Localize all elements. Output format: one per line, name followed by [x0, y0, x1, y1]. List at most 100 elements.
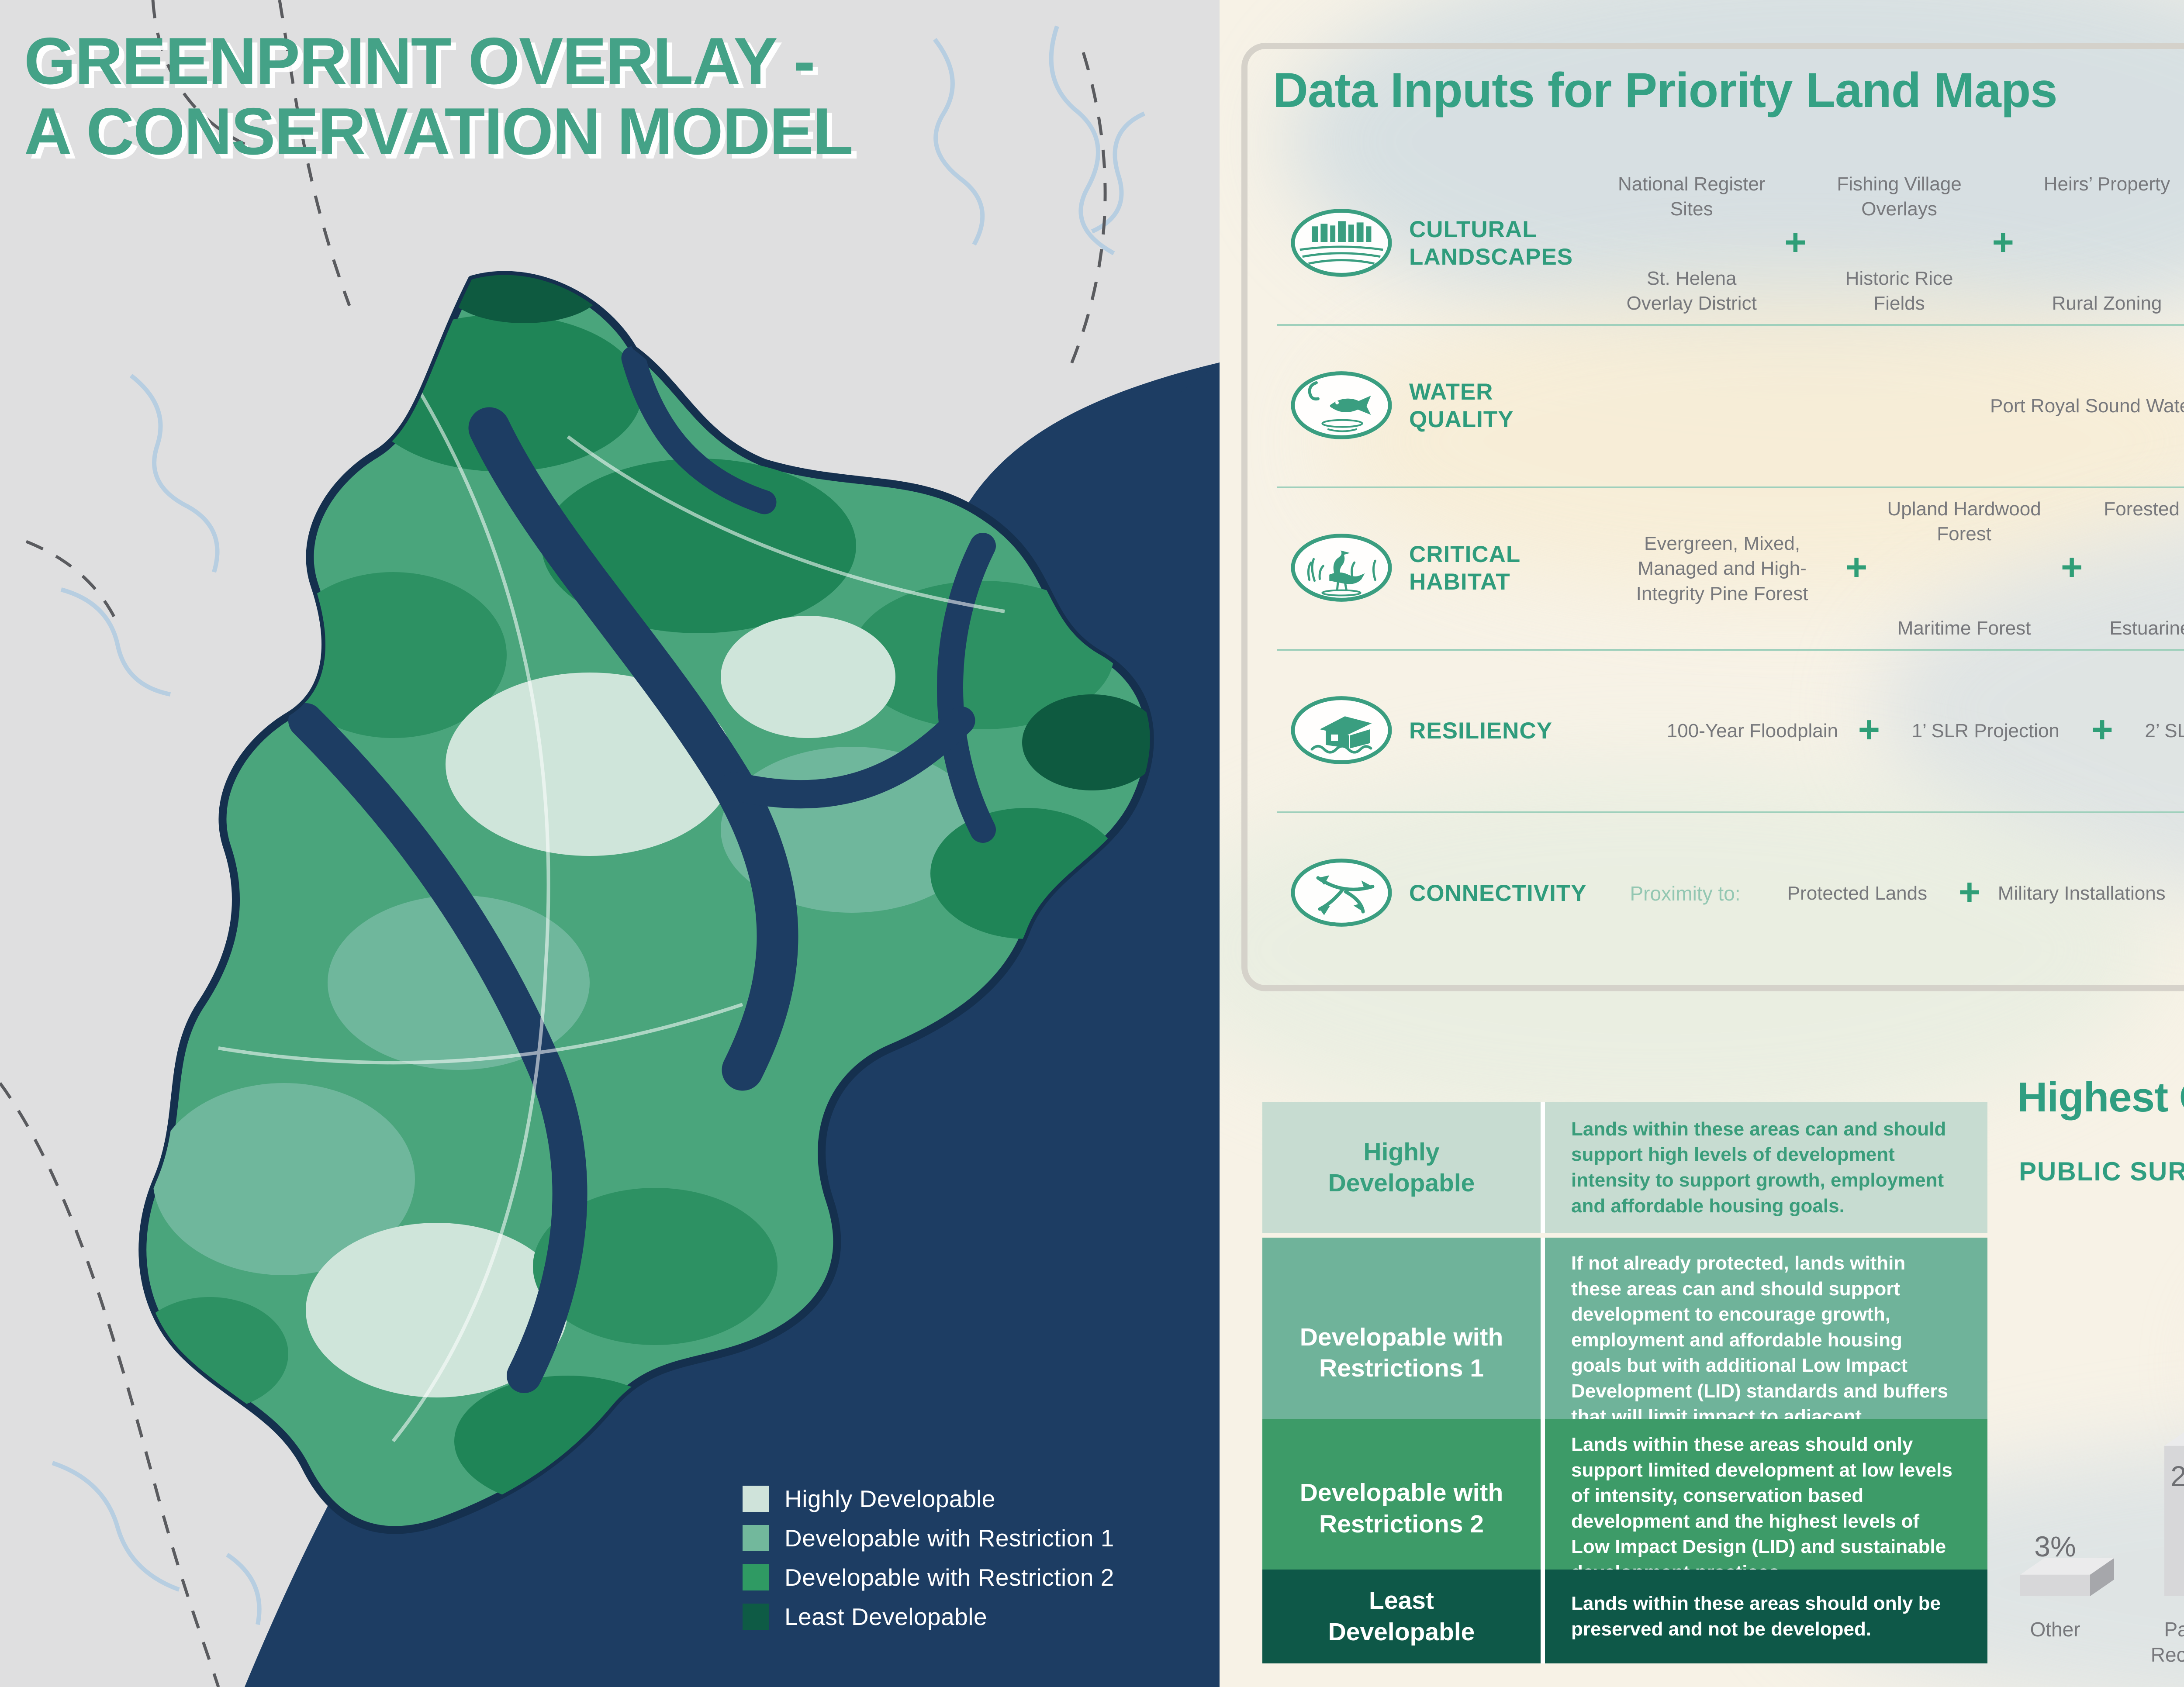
critical-habitat-items: Evergreen, Mixed, Managed and High-Integ… [1607, 497, 2184, 641]
data-input-row-critical-habitat: CRITICAL HABITAT Evergreen, Mixed, Managed… [1264, 488, 2184, 649]
survey-bar-chart: 3%Other21%PassiveRecreation32%CulturalLa… [2020, 1432, 2184, 1666]
input-item-text: Fishing Village Overlays [1837, 173, 1962, 220]
column-divider [1541, 1238, 1545, 1469]
plus-icon: + [1992, 221, 2014, 263]
input-item-text: 2’ SLR Projection [2145, 720, 2184, 742]
input-item: 100-Year Floodplain [1655, 718, 1850, 743]
map-legend: Highly Developable Developable with Restr… [743, 1485, 1114, 1631]
input-item-text: Evergreen, Mixed, Managed and High-Integ… [1636, 533, 1808, 604]
resiliency-icon [1289, 695, 1397, 768]
row-separator [1277, 324, 2184, 326]
input-item: Forested Wetland Estuarine Marsh [2091, 497, 2184, 641]
input-item-text: 100-Year Floodplain [1666, 720, 1838, 742]
table-row: Least Developable Lands within these area… [1262, 1570, 1987, 1663]
input-item-text: Maritime Forest [1897, 617, 2031, 639]
bar-category-label: Other [2030, 1618, 2080, 1641]
cultural-landscapes-items: National Register Sites St. Helena Overla… [1607, 172, 2184, 316]
bar-other: 3% Other [2020, 1530, 2114, 1641]
legend-label: Least Developable [784, 1603, 988, 1630]
bar-value-label: 21% [2170, 1460, 2184, 1492]
chart-title: Highest Conservation Priorities [2017, 1074, 2184, 1121]
developability-table: Highly Developable Lands within these are… [1262, 1102, 1987, 1663]
category-description: Lands within these areas should only sup… [1545, 1419, 1987, 1599]
bar-category-line: Passive [2164, 1618, 2184, 1641]
input-item: Evergreen, Mixed, Managed and High-Integ… [1607, 497, 1838, 641]
category-description: Lands within these areas can and should … [1545, 1102, 1987, 1233]
data-inputs-title: Data Inputs for Priority Land Maps [1273, 63, 2058, 117]
input-item-text: Military Installations [1997, 883, 2166, 904]
table-row: Highly Developable Lands within these are… [1262, 1102, 1987, 1233]
poster-title: GREENPRINT OVERLAY -A CONSERVATION MODEL [24, 24, 854, 169]
plus-icon: + [1845, 546, 1868, 588]
input-item-text: Protected Lands [1787, 883, 1928, 904]
data-inputs-rows: CULTURAL LANDSCAPES National Register Site… [1264, 163, 2184, 974]
input-item-text: Heirs’ Property [2043, 173, 2170, 195]
map-panel: GREENPRINT OVERLAY -A CONSERVATION MODEL… [0, 0, 1220, 1687]
input-item: Military Installations [1988, 881, 2175, 906]
critical-habitat-label: CRITICAL HABITAT [1409, 542, 1521, 595]
bar-value-label: 3% [2034, 1530, 2076, 1563]
column-divider [1541, 1570, 1545, 1663]
proximity-prefix: Proximity to: [1630, 882, 1741, 905]
input-item-text: Forested Wetland [2104, 498, 2184, 520]
input-item-text: Rural Zoning [2052, 292, 2162, 314]
data-input-row-cultural-landscapes: CULTURAL LANDSCAPES National Register Site… [1264, 163, 2184, 324]
input-item: 2’ SLR Projection [2121, 718, 2184, 743]
input-item-text: Historic Rice Fields [1845, 267, 1953, 314]
legend-label: Highly Developable [784, 1485, 995, 1512]
bar-passive-recreation: 21% PassiveRecreation [2151, 1432, 2184, 1666]
cultural-landscapes-icon [1289, 207, 1397, 280]
table-row: Developable with Restrictions 2 Lands wit… [1262, 1419, 1987, 1599]
legend-swatch [743, 1486, 769, 1512]
input-item: Protected Lands [1764, 881, 1951, 906]
survey-chart-section: Highest Conservation Priorities PUBLIC S… [1975, 1018, 2184, 1687]
input-item: Fishing Village Overlays Historic Rice Fi… [1814, 172, 1984, 316]
resiliency-items: 100-Year Floodplain +1’ SLR Projection +2’… [1607, 706, 2184, 756]
column-divider [1541, 1419, 1545, 1599]
input-item-text: St. Helena Overlay District [1626, 267, 1757, 314]
legend-label: Developable with Restriction 1 [784, 1525, 1114, 1552]
legend-label: Developable with Restriction 2 [784, 1564, 1114, 1591]
category-label: Highly Developable [1262, 1102, 1541, 1233]
data-inputs-box: Data Inputs for Priority Land Maps CULTU… [1241, 43, 2184, 991]
table-row: Developable with Restrictions 1 If not al… [1262, 1238, 1987, 1469]
bar-front-face [2164, 1446, 2184, 1596]
cultural-landscapes-label: CULTURAL LANDSCAPES [1409, 217, 1573, 270]
input-item-text: Estuarine Marsh [2109, 617, 2184, 639]
legend-swatch [743, 1604, 769, 1630]
chart-subtitle: PUBLIC SURVEY RESULTS [2019, 1157, 2184, 1186]
data-input-row-resiliency: RESILIENCY 100-Year Floodplain +1’ SLR Pro… [1264, 651, 2184, 811]
input-item: 1’ SLR Projection [1888, 718, 2084, 743]
legend-item: Least Developable [743, 1603, 1114, 1631]
plus-icon: + [2060, 546, 2083, 588]
input-item: Upland Hardwood Forest Maritime Forest [1875, 497, 2053, 641]
background-blob [1329, 284, 2184, 598]
legend-swatch [743, 1525, 769, 1551]
category-description: Lands within these areas should only be … [1545, 1570, 1987, 1663]
bar-category-label: PassiveRecreation [2151, 1618, 2184, 1666]
legend-item: Developable with Restriction 2 [743, 1563, 1114, 1591]
row-separator [1277, 649, 2184, 651]
column-divider [1541, 1102, 1545, 1233]
priority-land-map-graphic [0, 0, 1220, 1687]
input-item-text: 1’ SLR Projection [1911, 720, 2060, 742]
connectivity-icon [1289, 857, 1397, 930]
bar-front-face [2020, 1574, 2090, 1596]
water-quality-label: WATER QUALITY [1409, 379, 1514, 432]
bar-category-line: Recreation [2151, 1643, 2184, 1666]
content-panel: Data Inputs for Priority Land Maps CULTU… [1220, 0, 2184, 1687]
water-quality-icon [1289, 370, 1397, 443]
row-separator [1277, 486, 2184, 488]
input-item-text: Port Royal Sound Water Quality Priority … [1990, 395, 2184, 417]
bar-top-face [2020, 1558, 2114, 1575]
legend-swatch [743, 1564, 769, 1590]
plus-icon: + [1858, 709, 1880, 751]
input-item-text: National Register Sites [1617, 173, 1766, 220]
connectivity-label: CONNECTIVITY [1409, 880, 1587, 906]
data-input-row-connectivity: CONNECTIVITY Proximity to: Protected Lands… [1264, 813, 2184, 974]
category-label: Developable with Restrictions 2 [1262, 1419, 1541, 1599]
bar-category-line: Other [2030, 1618, 2080, 1641]
input-item: Port Royal Sound Water Quality Priority … [1607, 393, 2184, 418]
critical-habitat-icon [1289, 532, 1397, 605]
